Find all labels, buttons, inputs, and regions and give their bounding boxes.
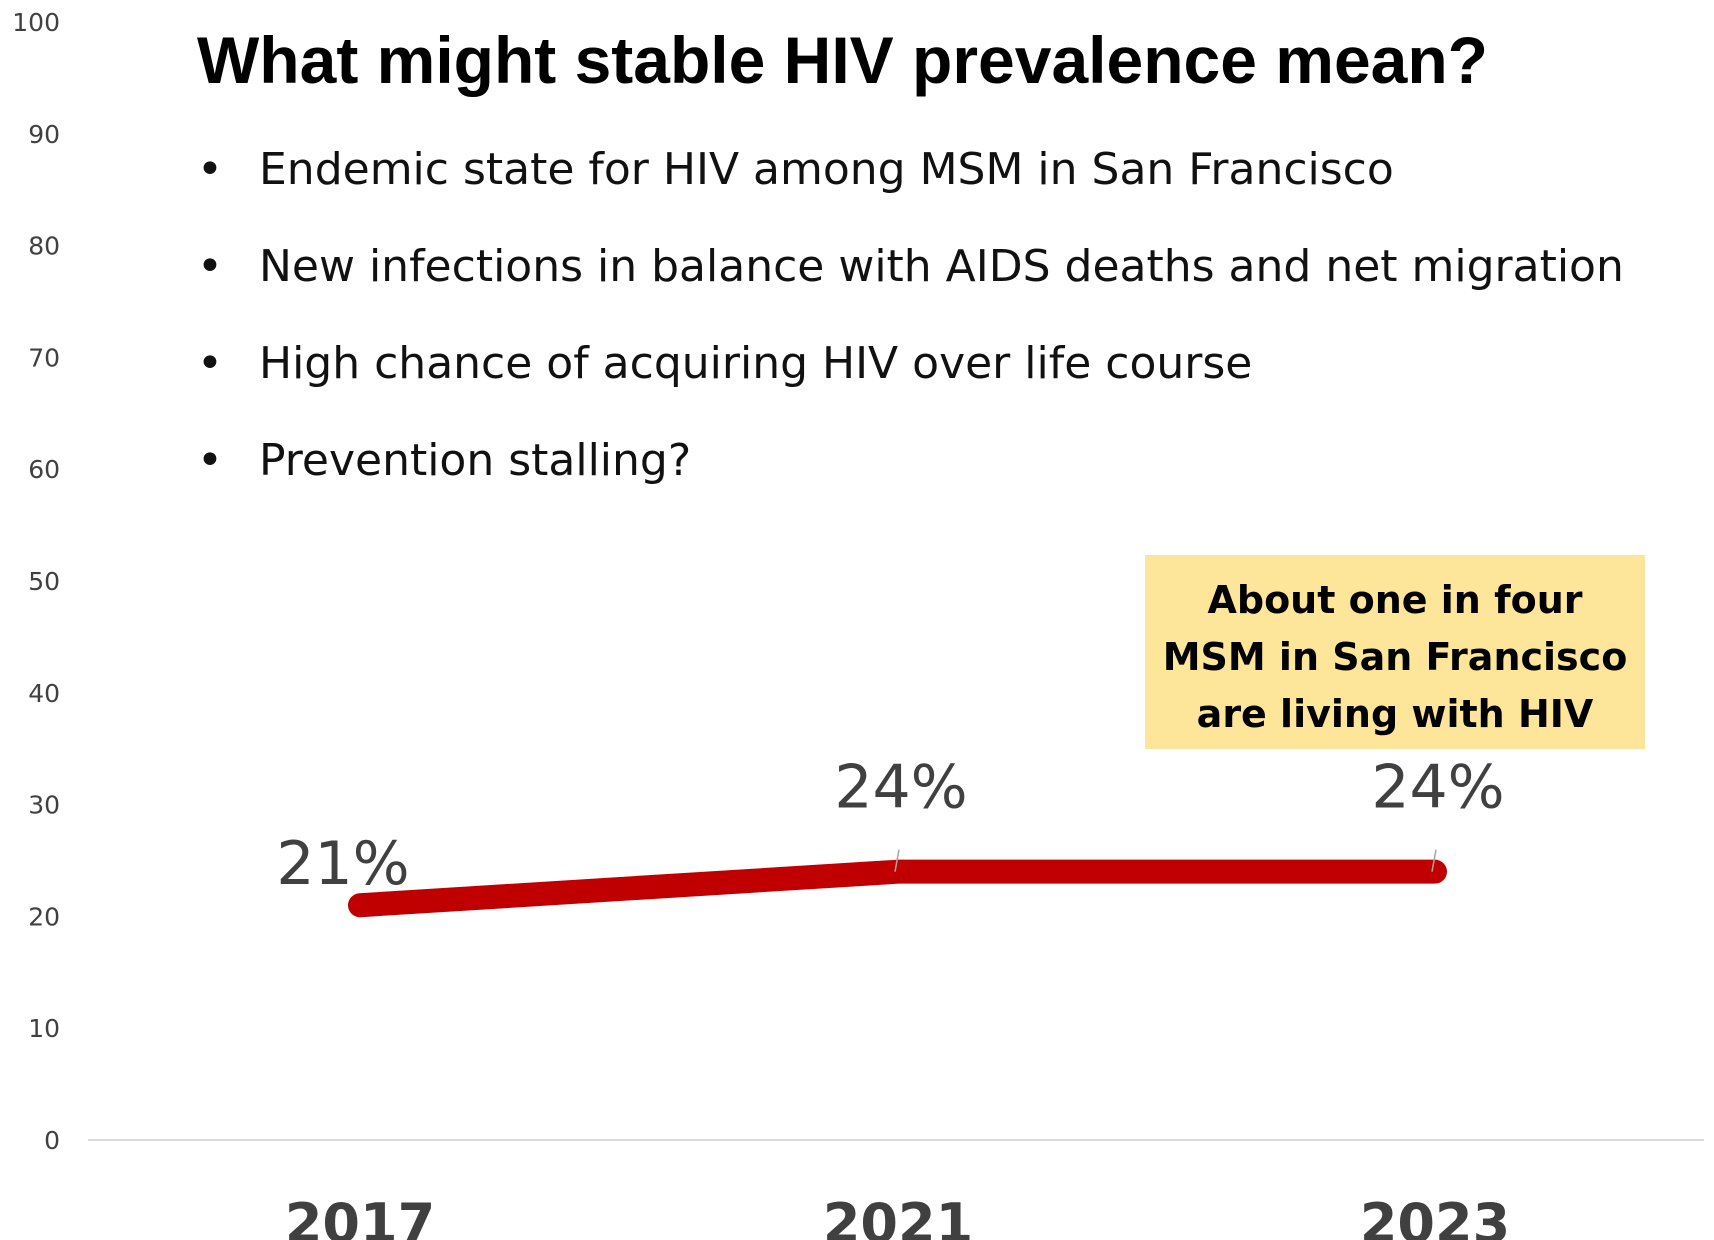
bullet-icon: • [197,241,223,292]
x-tick-label: 2017 [285,1192,435,1240]
y-tick-label: 100 [12,8,60,37]
y-tick-label: 80 [28,232,60,261]
bullet-text: Endemic state for HIV among MSM in San F… [259,144,1394,195]
label-leader-line [1431,849,1437,872]
y-tick-label: 40 [28,679,60,708]
series-line [348,859,1447,918]
bullet-item: • New infections in balance with AIDS dea… [197,237,1624,334]
data-point [897,870,899,873]
y-tick-label: 50 [28,567,60,596]
data-label: 21% [276,829,409,899]
y-tick-label: 90 [28,120,60,149]
bullet-list: • Endemic state for HIV among MSM in San … [197,140,1624,528]
callout-line: are living with HIV [1196,692,1594,736]
data-label: 24% [1371,753,1504,823]
y-tick-label: 20 [28,902,60,931]
callout-line: MSM in San Francisco [1162,635,1628,679]
data-point [1434,870,1436,873]
bullet-icon: • [197,338,223,389]
y-tick-label: 30 [28,791,60,820]
x-tick-label: 2021 [823,1192,973,1240]
y-tick-label: 70 [28,343,60,372]
y-tick-label: 60 [28,455,60,484]
bullet-icon: • [197,144,223,195]
bullet-item: • High chance of acquiring HIV over life … [197,334,1624,431]
callout-box: About one in four MSM in San Francisco a… [1145,555,1645,749]
label-leader-line [894,849,900,872]
bullet-icon: • [197,435,223,486]
bullet-text: Prevention stalling? [259,435,692,486]
bullet-text: New infections in balance with AIDS deat… [259,241,1624,292]
callout-line: About one in four [1207,578,1583,622]
bullet-text: High chance of acquiring HIV over life c… [259,338,1253,389]
y-tick-label: 10 [28,1014,60,1043]
y-tick-label: 0 [44,1126,60,1155]
data-label: 24% [834,753,967,823]
slide-title: What might stable HIV prevalence mean? [197,23,1488,97]
x-tick-label: 2023 [1360,1192,1510,1240]
bullet-item: • Endemic state for HIV among MSM in San … [197,140,1624,237]
bullet-item: • Prevention stalling? [197,431,1624,528]
data-point [359,904,361,907]
